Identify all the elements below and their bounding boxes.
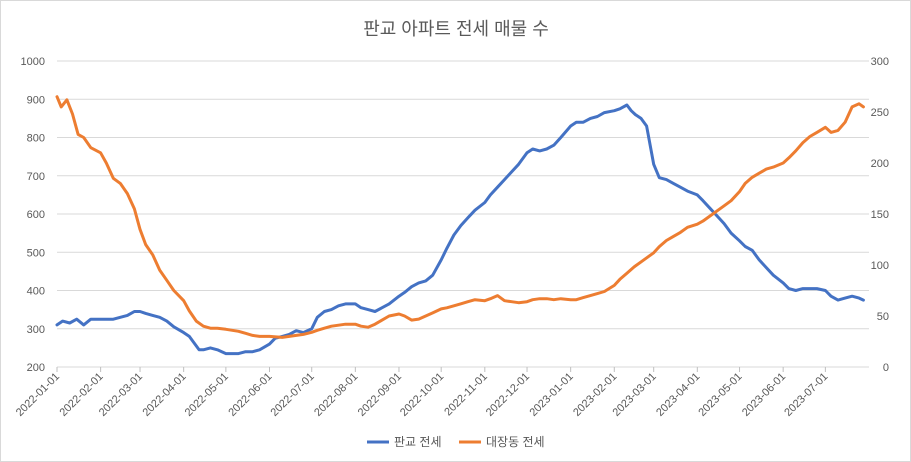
x-tick-label: 2022-12-01 — [484, 371, 532, 419]
y-right-tick-label: 100 — [871, 260, 889, 272]
x-tick-label: 2023-05-01 — [696, 371, 744, 419]
y-right-tick-label: 150 — [871, 209, 889, 221]
y-right-tick-label: 300 — [871, 56, 889, 68]
x-tick-label: 2022-07-01 — [269, 371, 317, 419]
x-tick-label: 2022-01-01 — [14, 371, 62, 419]
legend-label: 대장동 전세 — [486, 435, 545, 449]
x-tick-label: 2022-09-01 — [356, 371, 404, 419]
left-axis: 200 300 400 500 600 700 800 900 1000 — [21, 56, 45, 374]
chart-title: 판교 아파트 전세 매물 수 — [363, 19, 549, 39]
y-left-tick-label: 400 — [27, 286, 45, 298]
x-tick-label: 2022-04-01 — [140, 371, 188, 419]
x-tick-label: 2022-11-01 — [442, 371, 490, 419]
right-axis: 0 50 100 150 200 250 300 — [871, 56, 889, 374]
x-tick-label: 2022-10-01 — [398, 371, 446, 419]
y-left-tick-label: 300 — [27, 324, 45, 336]
series-lines — [55, 95, 865, 356]
y-left-tick-label: 1000 — [21, 56, 45, 68]
series-line-1 — [55, 103, 865, 356]
x-axis: 2022-01-012022-02-012022-03-012022-04-01… — [14, 367, 830, 419]
y-left-tick-label: 700 — [27, 171, 45, 183]
legend: 판교 전세 대장동 전세 — [367, 435, 545, 449]
series-line-2 — [55, 95, 865, 339]
y-right-tick-label: 250 — [871, 107, 889, 119]
y-right-tick-label: 50 — [877, 311, 889, 323]
y-right-tick-label: 0 — [883, 362, 889, 374]
x-tick-label: 2023-06-01 — [740, 371, 788, 419]
gridlines — [57, 60, 869, 368]
y-left-tick-label: 200 — [27, 362, 45, 374]
x-tick-label: 2022-06-01 — [226, 371, 274, 419]
y-left-tick-label: 600 — [27, 209, 45, 221]
x-tick-label: 2022-08-01 — [312, 371, 360, 419]
y-left-tick-label: 800 — [27, 133, 45, 145]
legend-label: 판교 전세 — [394, 435, 442, 449]
y-right-tick-label: 200 — [871, 158, 889, 170]
y-left-tick-label: 900 — [27, 94, 45, 106]
x-tick-label: 2023-04-01 — [654, 371, 702, 419]
x-tick-label: 2023-01-01 — [527, 371, 575, 419]
y-left-tick-label: 500 — [27, 247, 45, 259]
x-tick-label: 2023-07-01 — [782, 371, 830, 419]
x-tick-label: 2022-05-01 — [183, 371, 231, 419]
